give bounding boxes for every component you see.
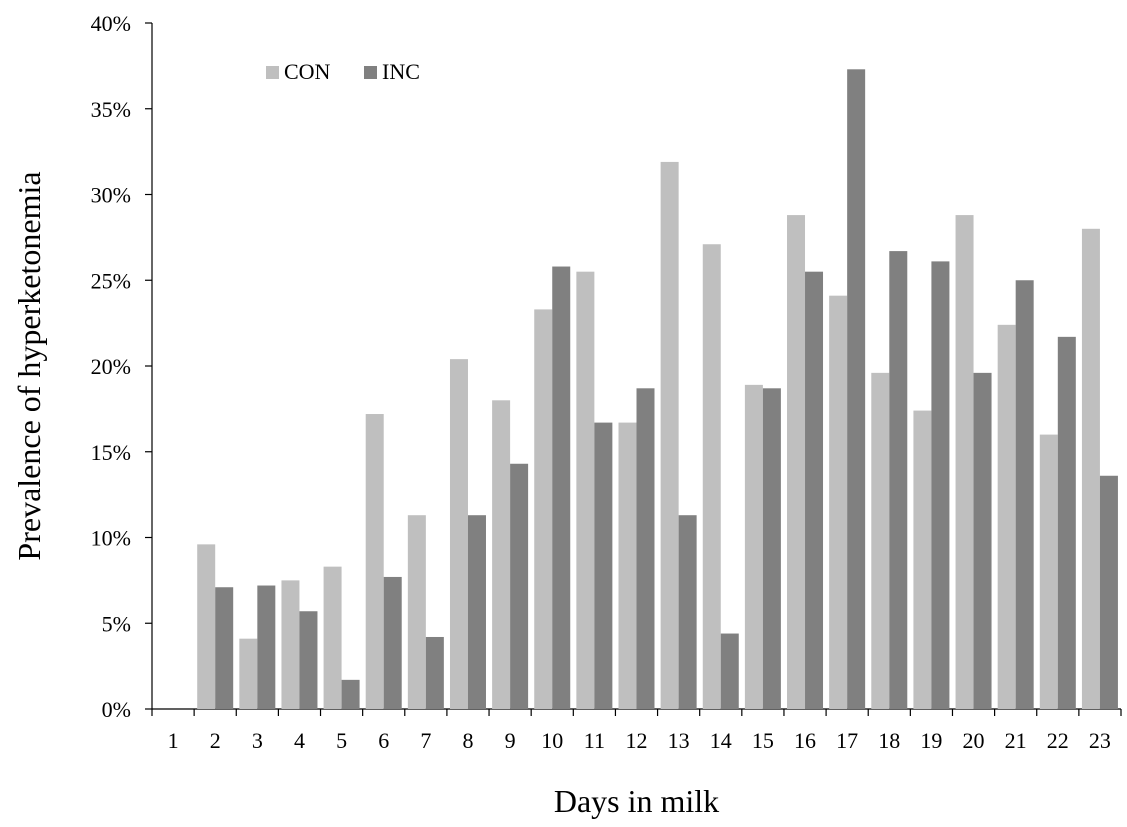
bar-con-day-11 (576, 271, 595, 709)
bar-inc-day-7 (425, 636, 444, 709)
x-tick-label: 3 (252, 728, 263, 753)
bar-con-day-21 (997, 324, 1016, 709)
bar-con-day-19 (913, 410, 932, 709)
bar-con-day-9 (492, 400, 511, 709)
bar-inc-day-2 (215, 587, 234, 709)
y-tick-label: 25% (91, 268, 131, 293)
bar-con-day-6 (365, 414, 384, 709)
bar-con-day-17 (829, 295, 848, 709)
y-tick-label: 40% (91, 11, 131, 36)
bar-inc-day-15 (762, 388, 781, 709)
bar-con-day-7 (407, 515, 426, 709)
bar-inc-day-22 (1057, 336, 1076, 709)
bar-inc-day-13 (678, 515, 697, 709)
y-tick-label: 5% (102, 611, 131, 636)
x-tick-label: 6 (378, 728, 389, 753)
bar-inc-day-4 (299, 611, 318, 709)
bar-con-day-22 (1039, 434, 1058, 709)
x-tick-label: 2 (210, 728, 221, 753)
bar-inc-day-17 (847, 69, 866, 710)
x-tick-label: 17 (836, 728, 858, 753)
bar-con-day-14 (702, 244, 721, 710)
x-tick-label: 12 (626, 728, 648, 753)
y-tick-label: 20% (91, 354, 131, 379)
bar-inc-day-14 (720, 633, 739, 709)
bar-inc-day-5 (341, 679, 360, 709)
x-tick-label: 1 (168, 728, 179, 753)
bar-con-day-2 (197, 544, 216, 709)
x-tick-label: 21 (1005, 728, 1027, 753)
bar-inc-day-23 (1099, 475, 1118, 709)
bar-inc-day-19 (931, 261, 950, 709)
bar-con-day-3 (239, 638, 258, 709)
bar-inc-day-6 (383, 576, 402, 709)
x-tick-label: 22 (1047, 728, 1069, 753)
bar-inc-day-16 (805, 271, 824, 709)
y-axis-title: Prevalence of hyperketonemia (11, 171, 47, 560)
x-tick-label: 16 (794, 728, 816, 753)
bar-con-day-16 (787, 215, 806, 709)
x-tick-label: 13 (668, 728, 690, 753)
x-tick-label: 4 (294, 728, 305, 753)
bar-con-day-13 (660, 161, 679, 710)
bar-inc-day-11 (594, 422, 613, 709)
legend-label-con: CON (284, 59, 331, 84)
x-tick-label: 10 (541, 728, 563, 753)
x-tick-label: 7 (420, 728, 431, 753)
x-tick-label: 11 (584, 728, 605, 753)
x-tick-label: 23 (1089, 728, 1111, 753)
x-axis: 1 2 3 4 5 6 7 8 9 10 11 12 13 14 15 16 17 18 19 20 21 22 23 (151, 708, 1122, 753)
bar-con-day-23 (1081, 228, 1100, 710)
legend-label-inc: INC (382, 59, 420, 84)
x-tick-label: 14 (710, 728, 732, 753)
bar-con-day-20 (955, 215, 974, 709)
bar-con-day-15 (744, 384, 763, 709)
x-tick-label: 20 (963, 728, 985, 753)
y-tick-label: 15% (91, 440, 131, 465)
bar-con-day-18 (871, 372, 890, 709)
x-tick-label: 5 (336, 728, 347, 753)
bar-con-day-12 (618, 422, 637, 709)
bar-inc-day-20 (973, 372, 992, 709)
legend-swatch-con (266, 66, 279, 79)
bar-inc-day-18 (889, 251, 908, 709)
bar-con-day-5 (323, 566, 342, 709)
y-axis: 0% 5% 10% 15% 20% 25% 30% 35% 40% (91, 11, 153, 722)
y-tick-label: 30% (91, 183, 131, 208)
y-tick-label: 35% (91, 97, 131, 122)
x-tick-label: 19 (920, 728, 942, 753)
bar-con-day-10 (534, 309, 553, 709)
bar-inc-day-10 (552, 266, 571, 709)
bar-con-day-8 (449, 359, 468, 709)
y-tick-label: 10% (91, 526, 131, 551)
x-tick-label: 8 (462, 728, 473, 753)
y-tick-label: 0% (102, 697, 131, 722)
bar-inc-day-8 (467, 515, 486, 709)
x-tick-label: 9 (505, 728, 516, 753)
bar-inc-day-12 (636, 388, 655, 709)
bar-inc-day-3 (257, 585, 276, 709)
legend-swatch-inc (364, 66, 377, 79)
bar-inc-day-21 (1015, 280, 1034, 709)
x-axis-title: Days in milk (554, 783, 719, 819)
x-tick-label: 18 (878, 728, 900, 753)
bar-con-day-4 (281, 580, 300, 709)
legend: CON INC (266, 59, 420, 84)
bars (197, 69, 1118, 710)
bar-inc-day-9 (510, 463, 529, 709)
x-tick-label: 15 (752, 728, 774, 753)
